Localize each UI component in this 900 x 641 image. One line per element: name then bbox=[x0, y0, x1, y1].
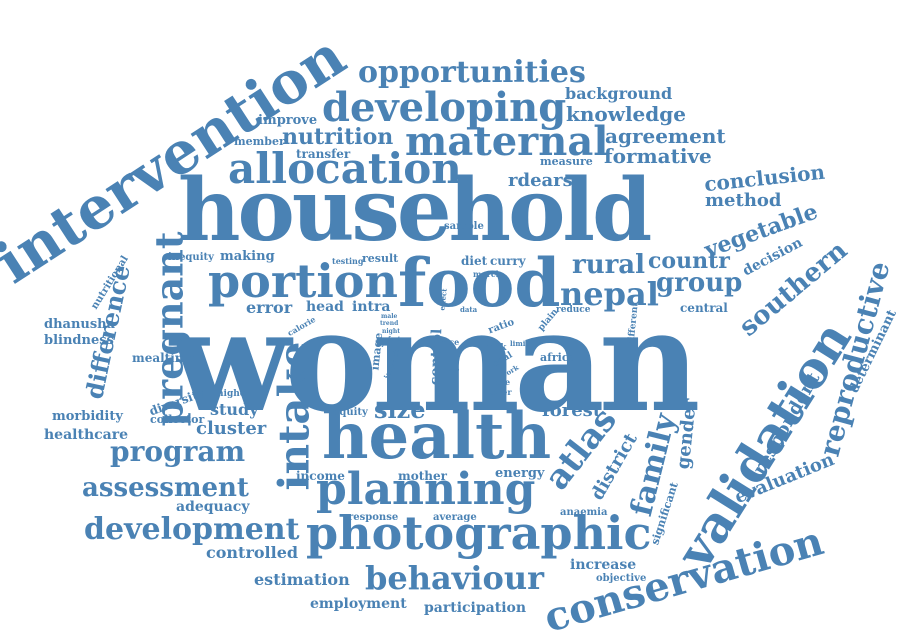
word-measure: measure bbox=[540, 155, 593, 168]
word-woman: woman bbox=[170, 280, 701, 444]
word-mother: mother bbox=[398, 469, 447, 483]
word-countr: countr bbox=[648, 248, 730, 274]
word-dhanusha: dhanusha bbox=[44, 317, 116, 332]
word-rdears: rdears bbox=[508, 170, 573, 191]
word-study: study bbox=[210, 400, 259, 419]
word-data: data bbox=[460, 305, 478, 314]
word-collector: collector bbox=[150, 413, 205, 426]
word-assessment: assessment bbox=[82, 473, 249, 503]
word-household: household bbox=[178, 160, 652, 261]
word-cluster: cluster bbox=[196, 418, 267, 439]
word-rural: rural bbox=[572, 250, 646, 280]
word-average: average bbox=[433, 512, 477, 523]
word-program: program bbox=[110, 435, 246, 468]
word-agreement: agreement bbox=[605, 124, 726, 148]
word-anaemia: anaemia bbox=[560, 507, 608, 518]
word-forest: forest bbox=[542, 400, 602, 421]
word-maternal: maternal bbox=[405, 118, 609, 165]
word-member: member bbox=[234, 135, 285, 148]
word-method: method bbox=[705, 190, 782, 211]
word-curry: curry bbox=[490, 254, 526, 268]
word-improve: improve bbox=[258, 113, 318, 128]
word-developing: developing bbox=[322, 84, 567, 131]
word-more: more bbox=[487, 377, 511, 387]
word-night: night bbox=[382, 328, 400, 335]
word-formative: formative bbox=[604, 144, 712, 168]
word-trend: trend bbox=[380, 320, 399, 327]
word-employment: employment bbox=[310, 596, 407, 612]
word-gender: gender bbox=[672, 397, 701, 471]
word-group: group bbox=[656, 268, 743, 298]
word-food: food bbox=[398, 244, 561, 322]
word-mealtime: mealtime bbox=[132, 351, 196, 365]
word-planning: planning bbox=[316, 464, 536, 515]
word-reduce: reduce bbox=[556, 305, 591, 315]
word-behaviour: behaviour bbox=[365, 559, 544, 597]
word-diet: diet bbox=[461, 254, 488, 268]
word-controlled: controlled bbox=[206, 543, 299, 562]
word-head: head bbox=[306, 299, 344, 315]
word-allocation: allocation bbox=[228, 144, 462, 193]
word-effect: effect bbox=[437, 288, 449, 311]
word-healthcare: healthcare bbox=[44, 427, 128, 443]
word-sample: sample bbox=[444, 221, 484, 232]
word-estimation: estimation bbox=[254, 570, 350, 589]
word-testing: testing bbox=[332, 256, 364, 266]
word-background: background bbox=[565, 84, 673, 103]
word-forty: forty bbox=[388, 336, 405, 343]
word-equity: equity bbox=[333, 407, 368, 418]
word-knowledge: knowledge bbox=[566, 102, 686, 126]
word-transfer: transfer bbox=[296, 147, 351, 161]
word-rice: rice bbox=[442, 337, 460, 347]
word-male: male bbox=[381, 313, 398, 320]
word-inequity: inequity bbox=[168, 252, 214, 263]
word-risk: risk bbox=[487, 343, 507, 353]
word-morbidity: morbidity bbox=[52, 409, 123, 424]
word-blindness: blindness bbox=[44, 333, 114, 348]
word-result: result bbox=[362, 252, 399, 265]
word-nepal: nepal bbox=[560, 275, 659, 313]
word-nutrition: nutrition bbox=[282, 124, 394, 150]
word-photographic: photographic bbox=[306, 506, 652, 560]
word-income: income bbox=[296, 469, 345, 483]
word-portion: portion bbox=[208, 254, 398, 308]
word-energy: energy bbox=[495, 466, 545, 481]
word-lower: lower bbox=[487, 387, 512, 397]
word-intra: intra bbox=[352, 299, 391, 315]
word-africa: africa bbox=[540, 351, 576, 364]
word-higher: higher bbox=[217, 389, 251, 399]
word-development: development bbox=[84, 512, 300, 547]
word-rate: rate bbox=[448, 367, 460, 373]
word-health: health bbox=[322, 399, 552, 474]
word-response: response bbox=[348, 512, 399, 523]
word-limit: limit bbox=[510, 339, 529, 348]
word-making: making bbox=[220, 249, 275, 264]
word-objective: objective bbox=[596, 573, 647, 584]
word-adequacy: adequacy bbox=[176, 499, 250, 515]
word-participation: participation bbox=[424, 600, 527, 616]
word-error: error bbox=[246, 298, 293, 317]
word-central: central bbox=[680, 301, 728, 315]
word-opportunities: opportunities bbox=[358, 55, 586, 90]
word-increase: increase bbox=[570, 557, 637, 573]
word-size: size bbox=[374, 395, 426, 424]
word-march: march bbox=[473, 269, 502, 279]
